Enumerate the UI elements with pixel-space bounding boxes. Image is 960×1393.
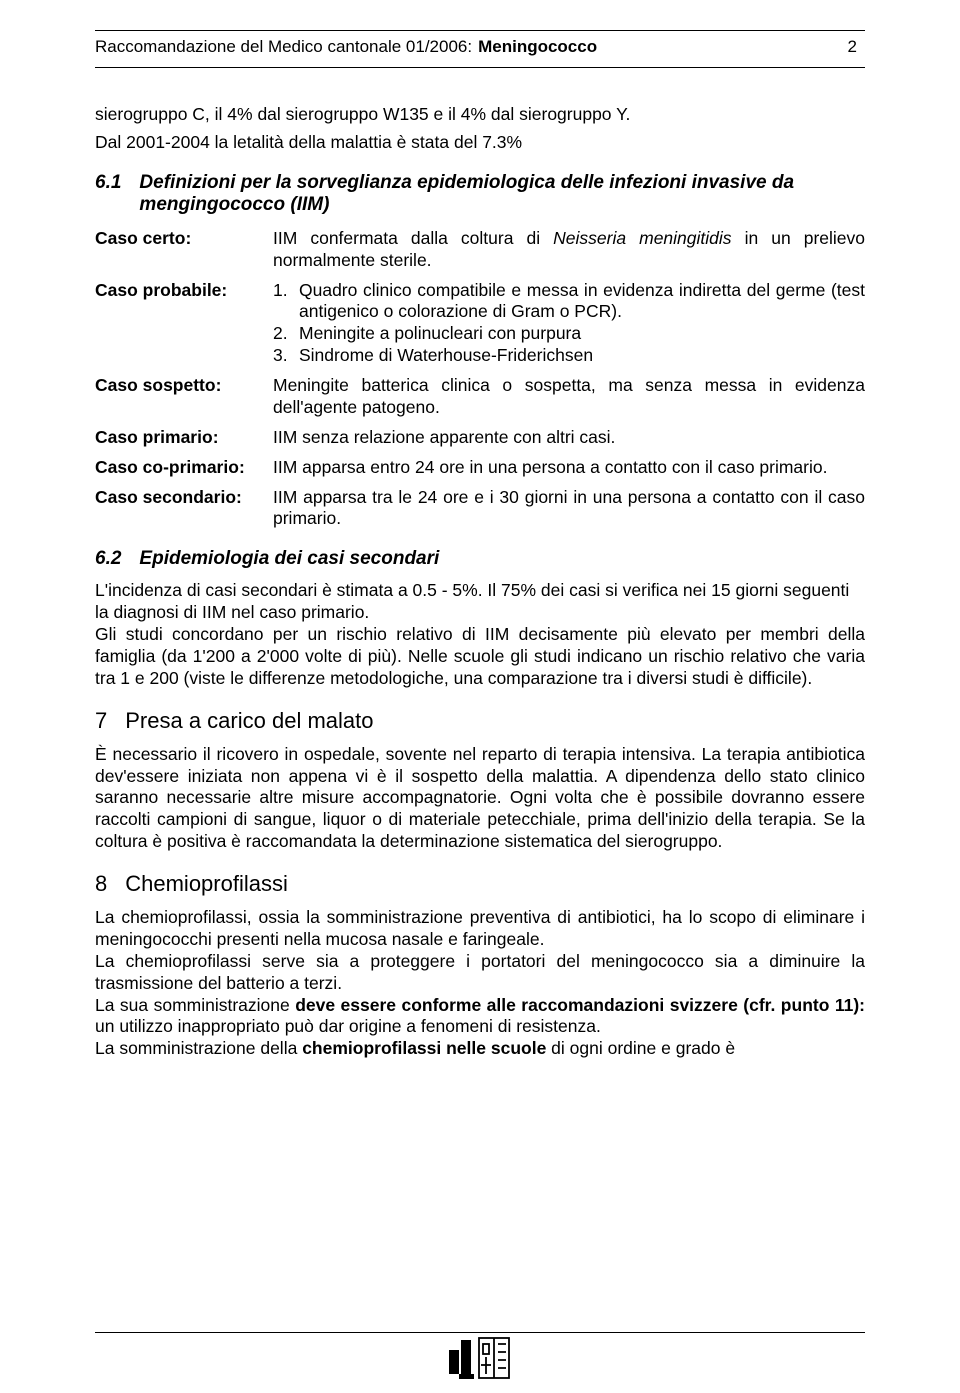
sec8-p4c: di ogni ordine e grado è [546,1038,735,1058]
heading-8-title: Chemioprofilassi [125,871,288,897]
heading-6-1-num: 6.1 [95,172,121,216]
heading-6-1-title: Definizioni per la sorveglianza epidemio… [139,172,865,216]
sec8-p3c: un utilizzo inappropriato può dar origin… [95,1016,601,1036]
sec8-p4b: chemioprofilassi nelle scuole [302,1038,546,1058]
list-num-2: 2. [273,323,299,345]
footer-logo-icon [445,1334,515,1387]
def-caso-sospetto: Caso sospetto: Meningite batterica clini… [95,375,865,419]
sec8-p3b: deve essere conforme alle raccomandazion… [295,995,865,1015]
sec8-para-4: La somministrazione della chemioprofilas… [95,1038,865,1060]
def-secondario-label: Caso secondario [95,487,236,507]
def-primario-body: IIM senza relazione apparente con altri … [273,427,865,449]
def-probabile-label: Caso probabile [95,280,221,300]
heading-6-1: 6.1 Definizioni per la sorveglianza epid… [95,172,865,216]
heading-8: 8 Chemioprofilassi [95,871,865,897]
def-primario-label: Caso primario [95,427,213,447]
def-prob-1: Quadro clinico compatibile e messa in ev… [299,280,865,324]
def-coprimario-body: IIM apparsa entro 24 ore in una persona … [273,457,865,479]
def-caso-secondario: Caso secondario: IIM apparsa tra le 24 o… [95,487,865,531]
heading-7: 7 Presa a carico del malato [95,708,865,734]
heading-7-title: Presa a carico del malato [125,708,373,734]
definitions-block: Caso certo: IIM confermata dalla coltura… [95,228,865,531]
heading-8-num: 8 [95,871,107,897]
sec8-para-2: La chemioprofilassi serve sia a protegge… [95,951,865,995]
header-prefix: Raccomandazione del Medico cantonale 01/… [95,37,472,57]
def-caso-certo: Caso certo: IIM confermata dalla coltura… [95,228,865,272]
def-sospetto-body: Meningite batterica clinica o sospetta, … [273,375,865,419]
def-secondario-body: IIM apparsa tra le 24 ore e i 30 giorni … [273,487,865,531]
heading-6-2-title: Epidemiologia dei casi secondari [139,548,439,570]
def-prob-2: Meningite a polinucleari con purpura [299,323,865,345]
intro-line-2: Dal 2001-2004 la letalità della malattia… [95,132,865,154]
def-coprimario-label: Caso co-primario [95,457,239,477]
def-caso-probabile: Caso probabile: 1.Quadro clinico compati… [95,280,865,368]
document-page: Raccomandazione del Medico cantonale 01/… [0,0,960,1393]
def-sospetto-label: Caso sospetto [95,375,216,395]
def-caso-primario: Caso primario: IIM senza relazione appar… [95,427,865,449]
sec62-para-1: L'incidenza di casi secondari è stimata … [95,580,865,624]
list-num-3: 3. [273,345,299,367]
def-certo-label: Caso certo [95,228,185,248]
heading-6-2: 6.2 Epidemiologia dei casi secondari [95,548,865,570]
def-certo-italic: Neisseria meningitidis [553,228,731,248]
page-number: 2 [848,37,865,57]
intro-line-1: sierogruppo C, il 4% dal sierogruppo W13… [95,104,865,126]
def-prob-3: Sindrome di Waterhouse-Friderichsen [299,345,865,367]
def-caso-coprimario: Caso co-primario: IIM apparsa entro 24 o… [95,457,865,479]
header-rule-top [95,30,865,31]
heading-6-2-num: 6.2 [95,548,121,570]
page-header: Raccomandazione del Medico cantonale 01/… [95,37,865,68]
def-certo-pre: IIM confermata dalla coltura di [273,228,553,248]
heading-7-num: 7 [95,708,107,734]
sec8-para-3: La sua somministrazione deve essere conf… [95,995,865,1039]
header-subject: Meningococco [478,37,597,57]
list-num-1: 1. [273,280,299,324]
sec8-p3a: La sua somministrazione [95,995,295,1015]
sec7-para: È necessario il ricovero in ospedale, so… [95,744,865,853]
sec8-para-1: La chemioprofilassi, ossia la somministr… [95,907,865,951]
footer-rule [95,1332,865,1333]
sec62-para-2: Gli studi concordano per un rischio rela… [95,624,865,690]
sec8-p4a: La somministrazione della [95,1038,302,1058]
